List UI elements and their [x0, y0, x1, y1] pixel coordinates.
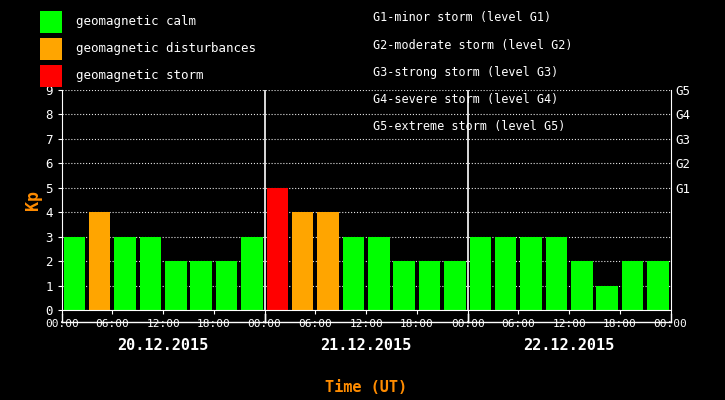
Text: geomagnetic disturbances: geomagnetic disturbances: [76, 42, 256, 55]
Text: geomagnetic storm: geomagnetic storm: [76, 70, 204, 82]
Text: G3-strong storm (level G3): G3-strong storm (level G3): [373, 66, 559, 79]
Text: G5-extreme storm (level G5): G5-extreme storm (level G5): [373, 120, 566, 133]
Bar: [64, 237, 85, 310]
Bar: [292, 212, 313, 310]
Bar: [394, 261, 415, 310]
Bar: [368, 237, 389, 310]
Text: G4-severe storm (level G4): G4-severe storm (level G4): [373, 93, 559, 106]
Bar: [241, 237, 262, 310]
Bar: [140, 237, 161, 310]
Bar: [470, 237, 491, 310]
Text: Time (UT): Time (UT): [325, 380, 407, 396]
Bar: [419, 261, 440, 310]
Bar: [191, 261, 212, 310]
Bar: [89, 212, 110, 310]
Text: G1-minor storm (level G1): G1-minor storm (level G1): [373, 12, 552, 24]
Bar: [622, 261, 643, 310]
Text: 22.12.2015: 22.12.2015: [523, 338, 615, 354]
Text: 20.12.2015: 20.12.2015: [117, 338, 209, 354]
Bar: [115, 237, 136, 310]
Bar: [343, 237, 364, 310]
Bar: [597, 286, 618, 310]
Bar: [216, 261, 237, 310]
Bar: [444, 261, 465, 310]
Text: G2-moderate storm (level G2): G2-moderate storm (level G2): [373, 39, 573, 52]
Text: geomagnetic calm: geomagnetic calm: [76, 16, 196, 28]
Bar: [495, 237, 516, 310]
Text: 21.12.2015: 21.12.2015: [320, 338, 412, 354]
Bar: [267, 188, 288, 310]
Bar: [546, 237, 567, 310]
Bar: [571, 261, 592, 310]
Bar: [647, 261, 668, 310]
Bar: [165, 261, 186, 310]
Bar: [521, 237, 542, 310]
Y-axis label: Kp: Kp: [25, 190, 42, 210]
Bar: [318, 212, 339, 310]
